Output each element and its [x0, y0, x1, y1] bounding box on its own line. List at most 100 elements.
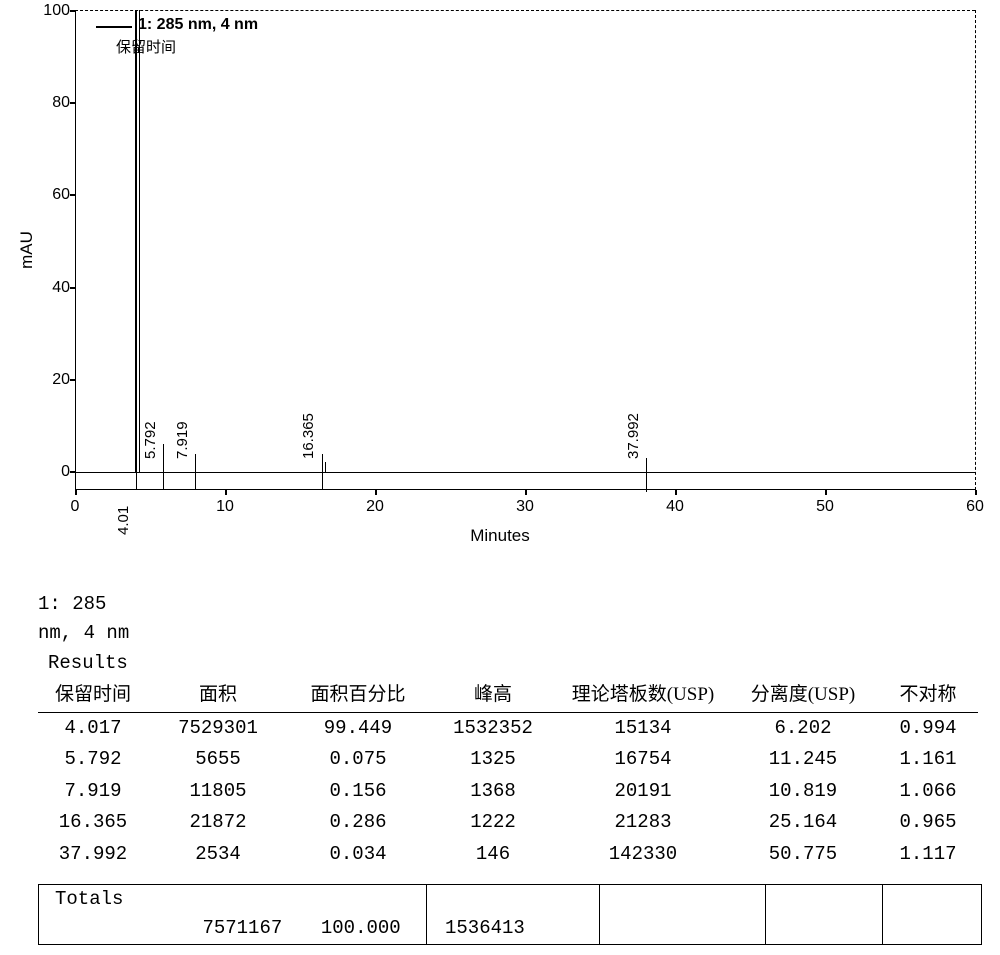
totals-label: Totals	[45, 885, 420, 914]
table-cell: 1368	[428, 776, 558, 807]
peak-5.792	[163, 444, 164, 472]
results-title-line-2: nm, 4 nm	[38, 619, 980, 648]
table-cell: 37.992	[38, 839, 148, 870]
table-cell: 142330	[558, 839, 728, 870]
table-header-row: 保留时间 面积 面积百分比 峰高 理论塔板数(USP) 分离度(USP) 不对称	[38, 678, 978, 712]
table-cell: 7.919	[38, 776, 148, 807]
plot-region: 1: 285 nm, 4 nm 保留时间 4.01 5.792 7.919 16…	[75, 10, 975, 490]
results-title-line-1: 1: 285	[38, 590, 980, 619]
table-row: 5.79256550.07513251675411.2451.161	[38, 744, 978, 775]
results-table: 保留时间 面积 面积百分比 峰高 理论塔板数(USP) 分离度(USP) 不对称…	[38, 678, 978, 870]
ytick-20: 20	[30, 371, 70, 389]
peak-16.365-side	[325, 462, 326, 472]
table-cell: 1532352	[428, 712, 558, 744]
col-area-percent: 面积百分比	[288, 678, 428, 712]
peak-label-5.792: 5.792	[142, 421, 159, 459]
table-row: 4.017752930199.4491532352151346.2020.994	[38, 712, 978, 744]
totals-pct: 100.000	[302, 914, 420, 943]
xtick-mark	[825, 490, 827, 495]
table-cell: 2534	[148, 839, 288, 870]
col-area: 面积	[148, 678, 288, 712]
peak-tick-5.792	[163, 472, 164, 490]
table-cell: 1325	[428, 744, 558, 775]
plot-right-border	[975, 10, 976, 490]
xtick-mark	[75, 490, 77, 495]
table-cell: 11.245	[728, 744, 878, 775]
table-cell: 7529301	[148, 712, 288, 744]
results-title-line-3: Results	[38, 649, 980, 678]
ytick-60: 60	[30, 186, 70, 204]
peak-tick-37.992	[646, 472, 647, 492]
ytick-mark	[70, 194, 75, 196]
col-peak-height: 峰高	[428, 678, 558, 712]
ytick-80: 80	[30, 94, 70, 112]
table-cell: 1222	[428, 807, 558, 838]
legend-sample-line	[96, 26, 132, 28]
table-cell: 11805	[148, 776, 288, 807]
table-row: 37.99225340.03414614233050.7751.117	[38, 839, 978, 870]
table-cell: 0.156	[288, 776, 428, 807]
peak-4.017-shoulder	[139, 10, 140, 472]
table-cell: 25.164	[728, 807, 878, 838]
table-cell: 0.286	[288, 807, 428, 838]
xtick-mark	[975, 490, 977, 495]
table-cell: 15134	[558, 712, 728, 744]
table-cell: 0.075	[288, 744, 428, 775]
xtick-mark	[525, 490, 527, 495]
peak-7.919	[195, 454, 196, 472]
table-cell: 0.994	[878, 712, 978, 744]
peak-label-7.919: 7.919	[174, 421, 191, 459]
xtick-mark	[675, 490, 677, 495]
ytick-mark	[70, 102, 75, 104]
ytick-mark	[70, 379, 75, 381]
totals-height: 1536413	[433, 914, 593, 943]
peak-tick-7.919	[195, 472, 196, 490]
table-cell: 5.792	[38, 744, 148, 775]
ytick-100: 100	[30, 2, 70, 20]
baseline	[76, 472, 976, 473]
peak-label-16.365: 16.365	[300, 413, 317, 459]
col-theoretical-plates: 理论塔板数(USP)	[558, 678, 728, 712]
table-cell: 0.965	[878, 807, 978, 838]
table-cell: 1.161	[878, 744, 978, 775]
table-cell: 50.775	[728, 839, 878, 870]
xtick-0: 0	[71, 498, 80, 516]
totals-box: Totals 7571167 100.000 1536413	[38, 884, 982, 945]
table-cell: 146	[428, 839, 558, 870]
totals-area: 7571167	[183, 914, 301, 943]
x-axis-label: Minutes	[0, 526, 1000, 546]
ytick-40: 40	[30, 279, 70, 297]
table-cell: 16.365	[38, 807, 148, 838]
table-cell: 5655	[148, 744, 288, 775]
xtick-mark	[225, 490, 227, 495]
xtick-mark	[375, 490, 377, 495]
table-cell: 10.819	[728, 776, 878, 807]
table-cell: 1.117	[878, 839, 978, 870]
table-cell: 20191	[558, 776, 728, 807]
col-retention-time: 保留时间	[38, 678, 148, 712]
table-row: 16.365218720.28612222128325.1640.965	[38, 807, 978, 838]
peak-tick-16.365	[322, 472, 323, 490]
table-cell: 0.034	[288, 839, 428, 870]
peak-37.992	[646, 458, 647, 472]
legend-title: 1: 285 nm, 4 nm	[138, 16, 258, 34]
ytick-mark	[70, 10, 75, 12]
table-cell: 99.449	[288, 712, 428, 744]
results-section: 1: 285 nm, 4 nm Results 保留时间 面积 面积百分比 峰高…	[0, 560, 1000, 955]
peak-label-37.992: 37.992	[625, 413, 642, 459]
peak-4.017	[135, 10, 137, 472]
xtick-40: 40	[666, 498, 684, 516]
peak-tick-4.017	[136, 472, 137, 490]
table-row: 7.919118050.15613682019110.8191.066	[38, 776, 978, 807]
results-header: 1: 285 nm, 4 nm Results	[38, 590, 980, 678]
col-resolution: 分离度(USP)	[728, 678, 878, 712]
ytick-mark	[70, 471, 75, 473]
chromatogram-chart: 1: 285 nm, 4 nm 保留时间 4.01 5.792 7.919 16…	[0, 0, 1000, 560]
peak-16.365	[322, 454, 323, 472]
table-cell: 1.066	[878, 776, 978, 807]
ytick-0: 0	[30, 463, 70, 481]
table-cell: 16754	[558, 744, 728, 775]
xtick-20: 20	[366, 498, 384, 516]
legend-subtitle: 保留时间	[116, 36, 176, 57]
table-cell: 6.202	[728, 712, 878, 744]
